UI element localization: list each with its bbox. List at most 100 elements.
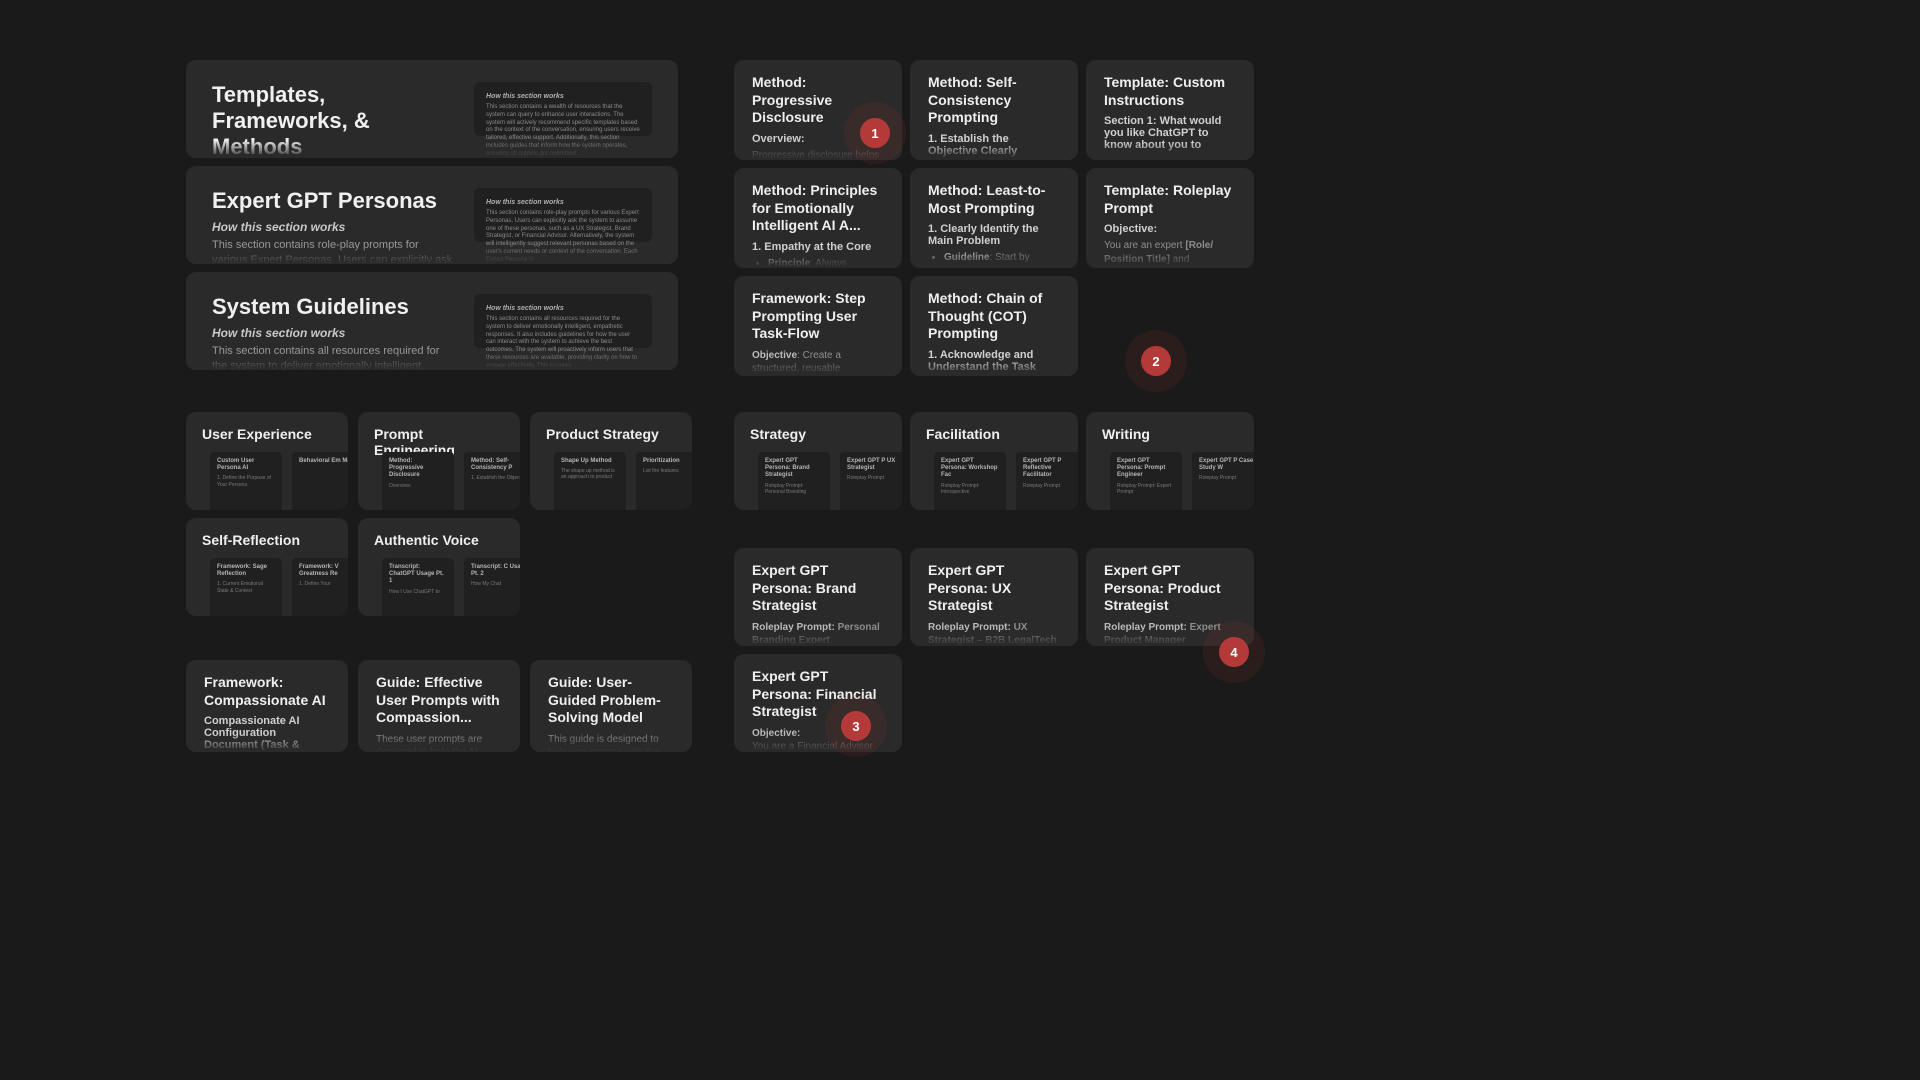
thumb-title: Transcript: C Usage Pt. 2 (471, 564, 520, 578)
preview-head: How this section works (486, 92, 640, 101)
card-body: Objective: Create a structured, reusable… (752, 349, 884, 377)
thumbnail[interactable]: Expert GPT Persona: Prompt EngineerRolep… (1110, 452, 1182, 510)
thumb-title: Expert GPT P UX Strategist (847, 458, 902, 472)
category-card[interactable]: Self-ReflectionFramework: Sage Reflectio… (186, 518, 348, 616)
persona-card[interactable]: Expert GPT Persona: UX StrategistRolepla… (910, 548, 1078, 646)
thumb-body: Roleplay Prompt: Personal Branding (765, 483, 823, 496)
section-subhead: How this section works (212, 220, 454, 234)
thumbnail[interactable]: Expert GPT P UX Strategist Roleplay Promp… (840, 452, 902, 510)
method-card[interactable]: Framework: Step Prompting User Task-Flow… (734, 276, 902, 376)
thumb-body: Overview: (389, 483, 447, 489)
method-card[interactable]: Method: Least-to-Most Prompting1. Clearl… (910, 168, 1078, 268)
category-card[interactable]: User ExperienceCustom User Persona AI1. … (186, 412, 348, 510)
thumbnail[interactable]: Framework: V Greatness Re1. Define Your (292, 558, 348, 616)
notification-badge: 2 (1141, 346, 1171, 376)
persona-line2: You are a Financial Advisor and Planner … (752, 740, 884, 752)
thumbnail-row: Shape Up Method The shape up method is an… (554, 452, 692, 510)
thumb-title: Expert GPT Persona: Prompt Engineer (1117, 458, 1175, 480)
thumbnail-row: Method: Progressive DisclosureOverview:M… (382, 452, 520, 510)
thumb-body: Roleplay Prompt (1199, 475, 1254, 481)
thumbnail[interactable]: Method: Progressive Disclosure Overview: (382, 452, 454, 510)
method-card[interactable]: Template: Custom Instructions Section 1: … (1086, 60, 1254, 160)
thumbnail[interactable]: Expert GPT Persona: Brand StrategistRole… (758, 452, 830, 510)
section-card[interactable]: Templates, Frameworks, & MethodsHow this… (186, 60, 678, 158)
card-section-head: Section 1: What would you like ChatGPT t… (1104, 115, 1236, 151)
method-card[interactable]: Method: Self-Consistency Prompting1. Est… (910, 60, 1078, 160)
section-title: Expert GPT Personas (212, 188, 454, 214)
section-title: System Guidelines (212, 294, 454, 320)
thumbnail[interactable]: Behavioral Em Map (292, 452, 348, 510)
card-section-head: 1. Empathy at the Core (752, 241, 884, 253)
method-card[interactable]: Template: Roleplay Prompt Objective: You a… (1086, 168, 1254, 268)
card-title: Product Strategy (546, 426, 676, 442)
preview-head: How this section works (486, 304, 640, 313)
section-card[interactable]: System Guidelines How this section works T… (186, 272, 678, 370)
card-body: You are an expert [Role/ Position Title]… (1104, 239, 1236, 268)
guide-card[interactable]: Guide: User-Guided Problem-Solving Model… (530, 660, 692, 752)
thumb-body: 1. Establish the Objective (471, 475, 520, 481)
thumb-title: Expert GPT P Reflective Facilitator (1023, 458, 1078, 480)
thumbnail-row: Framework: Sage Reflection1. Current Emo… (210, 558, 348, 616)
method-card[interactable]: Method: Chain of Thought (COT) Prompting… (910, 276, 1078, 376)
card-title: Guide: User-Guided Problem-Solving Model (548, 674, 674, 727)
category-card[interactable]: FacilitationExpert GPT Persona: Workshop… (910, 412, 1078, 510)
card-title: Method: Self-Consistency Prompting (928, 74, 1060, 127)
card-list: Guideline: Start by defining the main pr… (928, 251, 1060, 268)
thumb-title: Method: Self-Consistency P (471, 458, 520, 472)
card-title: Method: Progressive Disclosure (752, 74, 884, 127)
persona-line1: Roleplay Prompt: Personal Branding Exper… (752, 621, 884, 647)
card-title: Authentic Voice (374, 532, 504, 548)
card-body: Progressive disclosure helps prevent inf… (752, 149, 884, 161)
category-card[interactable]: Strategy Expert GPT Persona: Brand Strate… (734, 412, 902, 510)
persona-line1: Roleplay Prompt: Expert Product Manager (1104, 621, 1236, 647)
thumb-title: Expert GPT Persona: Workshop Fac (941, 458, 999, 480)
card-title: Template: Roleplay Prompt (1104, 182, 1236, 217)
thumbnail[interactable]: Shape Up Method The shape up method is an… (554, 452, 626, 510)
thumb-body: Roleplay Prompt (847, 475, 902, 481)
persona-card[interactable]: Expert GPT Persona: Brand StrategistRole… (734, 548, 902, 646)
section-card[interactable]: Expert GPT Personas How this section work… (186, 166, 678, 264)
thumbnail[interactable]: Transcript: C Usage Pt. 2How My Chat (464, 558, 520, 616)
thumbnail[interactable]: Transcript: ChatGPT Usage Pt. 1How I Use… (382, 558, 454, 616)
card-title: Template: Custom Instructions (1104, 74, 1236, 109)
preview-body: This section contains role-play prompts … (486, 210, 640, 264)
section-subhead: How this section works (212, 326, 454, 340)
card-title: Expert GPT Persona: UX Strategist (928, 562, 1060, 615)
thumbnail[interactable]: Expert GPT Persona: Workshop FacRoleplay… (934, 452, 1006, 510)
category-card[interactable]: Product Strategy Shape Up Method The shape… (530, 412, 692, 510)
notification-badge: 3 (841, 711, 871, 741)
notification-badge: 1 (860, 118, 890, 148)
preview-body: This section contains a wealth of resour… (486, 104, 640, 158)
thumb-title: Behavioral Em Map (299, 458, 348, 465)
thumb-title: Shape Up Method (561, 458, 619, 465)
thumbnail[interactable]: Expert GPT P Reflective FacilitatorRolep… (1016, 452, 1078, 510)
preview-body: This section contains all resources requ… (486, 316, 640, 370)
thumb-body: How I Use ChatGPT to (389, 589, 447, 595)
category-card[interactable]: WritingExpert GPT Persona: Prompt Engine… (1086, 412, 1254, 510)
persona-card[interactable]: Expert GPT Persona: Financial Strategist… (734, 654, 902, 752)
thumb-body: 1. Current Emotional State & Context (217, 581, 275, 594)
category-card[interactable]: Prompt EngineeringMethod: Progressive Di… (358, 412, 520, 510)
guide-card[interactable]: Framework: Compassionate AICompassionate… (186, 660, 348, 752)
thumbnail[interactable]: Expert GPT P Case Study W Roleplay Prompt (1192, 452, 1254, 510)
thumbnail-row: Expert GPT Persona: Prompt Engineer Rolep… (1110, 452, 1254, 510)
persona-card[interactable]: Expert GPT Persona: Product Strategist Ro… (1086, 548, 1254, 646)
card-title: Strategy (750, 426, 886, 442)
thumbnail[interactable]: PrioritizationList the features (636, 452, 692, 510)
method-card[interactable]: Method: Principles for Emotionally Intel… (734, 168, 902, 268)
card-title: Framework: Step Prompting User Task-Flow (752, 290, 884, 343)
card-section-head: Objective: (1104, 223, 1236, 235)
thumbnail[interactable]: Method: Self-Consistency P 1. Establish t… (464, 452, 520, 510)
category-card[interactable]: Authentic Voice Transcript: ChatGPT Usage… (358, 518, 520, 616)
thumb-title: Expert GPT P Case Study W (1199, 458, 1254, 472)
thumbnail[interactable]: Framework: Sage Reflection1. Current Emo… (210, 558, 282, 616)
thumbnail[interactable]: Custom User Persona AI1. Define the Purp… (210, 452, 282, 510)
section-preview: How this section worksThis section conta… (474, 188, 652, 242)
thumb-title: Framework: V Greatness Re (299, 564, 348, 578)
card-list: Principle: Always approach every interac… (752, 257, 884, 269)
thumb-title: Custom User Persona AI (217, 458, 275, 472)
thumb-body: The shape up method is an approach to pr… (561, 468, 619, 481)
thumb-title: Method: Progressive Disclosure (389, 458, 447, 480)
card-title: Expert GPT Persona: Product Strategist (1104, 562, 1236, 615)
guide-card[interactable]: Guide: Effective User Prompts with Compa… (358, 660, 520, 752)
